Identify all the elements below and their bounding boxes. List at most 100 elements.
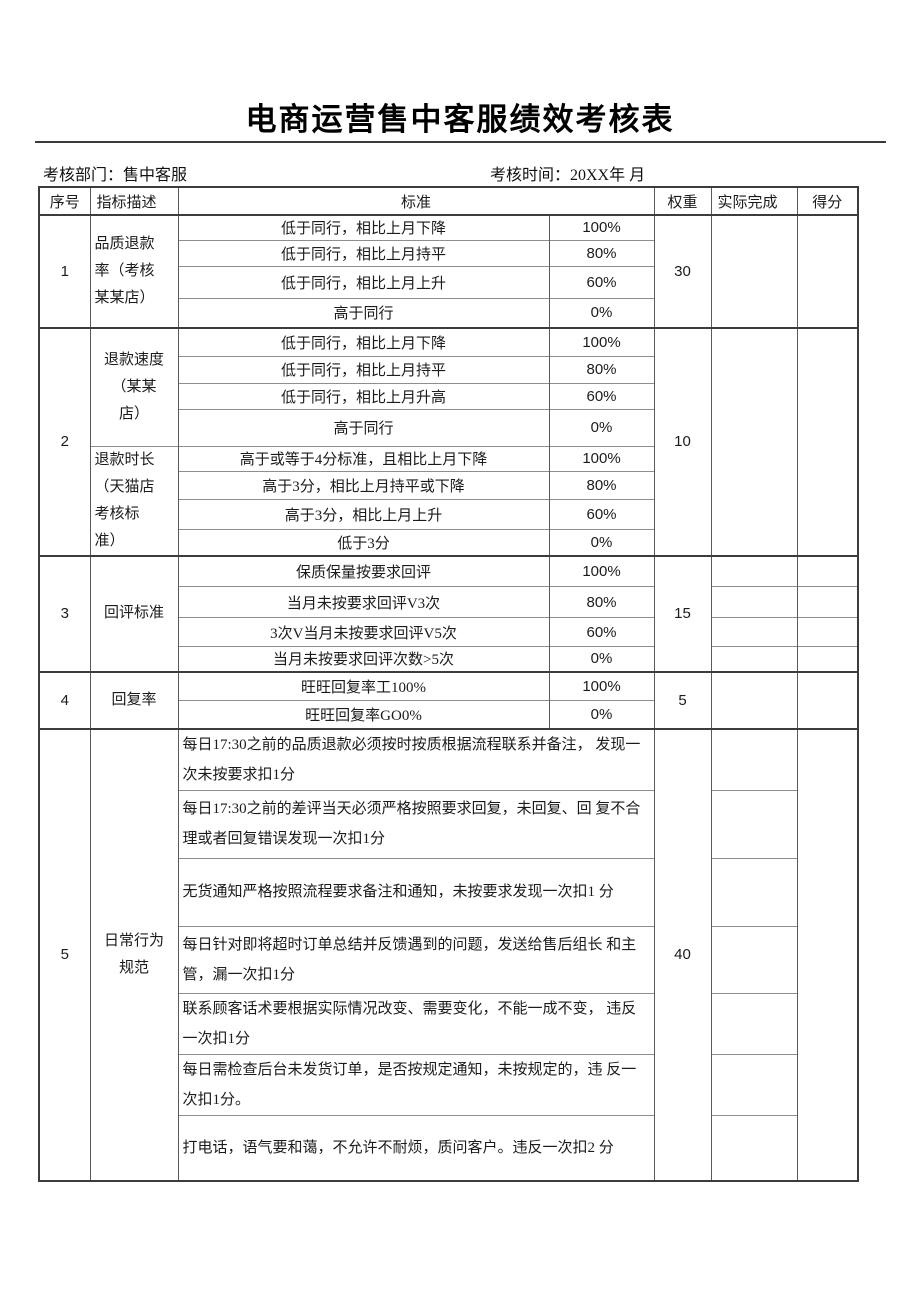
standard-cell: 低于同行，相比上月持平 (177, 239, 550, 266)
percent-cell: 80% (548, 239, 655, 266)
standard-cell: 低于同行，相比上月下降 (177, 327, 550, 356)
indicator-cell: 回评标准 (89, 554, 179, 672)
table-row: 每日针对即将超时订单总结并反馈遇到的问题，发送给售后组长 和主管，漏一次扣1分 (39, 925, 858, 993)
standard-cell: 当月未按要求回评次数>5次 (177, 646, 550, 672)
table-row: 低于同行，相比上月持平 80% (39, 355, 858, 383)
table-row: 3次V当月未按要求回评V5次 60% (39, 617, 859, 647)
standard-cell: 低于同行，相比上月下降 (177, 214, 550, 240)
actual-cell (710, 554, 798, 587)
standard-cell: 高于同行 (177, 408, 550, 446)
indicator-cell: 退款速度 （某某 店） (89, 327, 179, 446)
actual-cell (710, 1114, 798, 1181)
table-header-row: 序号 指标描述 标准 权重 实际完成 得分 (38, 187, 859, 215)
page-title: 电商运营售中客服绩效考核表 (245, 102, 675, 137)
percent-cell: 80% (548, 586, 655, 618)
index-cell: 2 (38, 327, 91, 556)
actual-cell (710, 327, 798, 556)
percent-cell: 80% (548, 355, 655, 383)
table-row: 高于3分，相比上月持平或下降 80% (39, 471, 858, 500)
standard-cell: 联系顾客话术要根据实际情况改变、需要变化，不能一成不变， 违反一次扣1分 (177, 992, 655, 1054)
actual-cell (710, 992, 798, 1054)
table-row: 每日需检查后台未发货订单，是否按规定通知，未按规定的，违 反一次扣1分。 (39, 1053, 858, 1115)
weight-cell: 10 (653, 327, 712, 556)
percent-cell: 100% (548, 670, 655, 701)
indicator-cell: 日常行为 规范 (89, 727, 179, 1181)
standard-cell: 旺旺回复率工100% (177, 670, 550, 701)
table-row: 每日17:30之前的差评当天必须严格按照要求回复，未回复、回 复不合理或者回复错… (39, 789, 858, 858)
actual-cell (710, 670, 798, 729)
percent-cell: 100% (548, 214, 655, 240)
score-cell (796, 646, 859, 672)
standard-cell: 保质保量按要求回评 (177, 554, 550, 587)
standard-cell: 高于3分，相比上月上升 (177, 498, 550, 530)
weight-cell: 5 (653, 670, 712, 729)
percent-cell: 100% (548, 327, 655, 356)
standard-cell: 每日针对即将超时订单总结并反馈遇到的问题，发送给售后组长 和主管，漏一次扣1分 (177, 925, 655, 993)
header-weight: 权重 (653, 187, 712, 215)
header-standard: 标准 (177, 187, 655, 215)
indicator-cell: 回复率 (89, 670, 179, 729)
table-row: 当月未按要求回评次数>5次 0% (39, 646, 859, 672)
table-row: 3 回评标准 保质保量按要求回评 100% 15 (38, 554, 859, 672)
standard-cell: 3次V当月未按要求回评V5次 (177, 617, 550, 647)
indicator-cell: 品质退款 率（考核 某某店） (89, 214, 179, 328)
title-underline (35, 141, 886, 143)
table-row: 退款时长 （天猫店 考核标 准） 高于或等于4分标准，且相比上月下降 100% (39, 445, 858, 556)
table-row: 低于同行，相比上月持平 80% (39, 239, 858, 266)
score-cell (796, 586, 859, 618)
table-row: 无货通知严格按照流程要求备注和通知，未按要求发现一次扣1 分 (39, 857, 858, 926)
actual-cell (710, 646, 798, 672)
standard-cell: 旺旺回复率GO0% (177, 700, 550, 729)
standard-cell: 每日17:30之前的品质退款必须按时按质根据流程联系并备注， 发现一次未按要求扣… (177, 727, 655, 790)
table-row: 2 退款速度 （某某 店） 低于同行，相比上月下降 100% 10 (38, 327, 859, 556)
percent-cell: 0% (548, 297, 655, 328)
index-cell: 1 (38, 214, 91, 328)
header-indicator: 指标描述 (89, 187, 179, 215)
actual-cell (710, 925, 798, 993)
actual-cell (710, 586, 798, 618)
percent-cell: 100% (548, 554, 655, 587)
table-row: 高于同行 0% (39, 408, 858, 446)
department-label: 考核部门：售中客服 (43, 167, 188, 184)
standard-cell: 无货通知严格按照流程要求备注和通知，未按要求发现一次扣1 分 (177, 857, 655, 926)
percent-cell: 0% (548, 646, 655, 672)
kpi-table: 序号 指标描述 标准 权重 实际完成 得分 1 品质退款 率（考核 某某店） 低… (38, 186, 860, 1182)
indicator-cell: 退款时长 （天猫店 考核标 准） (89, 445, 179, 556)
standard-cell: 高于同行 (177, 297, 550, 328)
score-cell (796, 554, 859, 587)
table-row: 当月未按要求回评V3次 80% (39, 586, 859, 618)
table-row: 旺旺回复率GO0% 0% (39, 700, 858, 729)
actual-cell (710, 1053, 798, 1115)
score-cell (796, 327, 859, 556)
actual-cell (710, 617, 798, 647)
actual-cell (710, 857, 798, 926)
score-cell (796, 670, 859, 729)
score-cell (796, 617, 859, 647)
standard-cell: 高于或等于4分标准，且相比上月下降 (177, 445, 550, 472)
score-cell (796, 214, 859, 328)
standard-cell: 每日需检查后台未发货订单，是否按规定通知，未按规定的，违 反一次扣1分。 (177, 1053, 655, 1115)
actual-cell (710, 789, 798, 858)
score-cell (796, 727, 859, 1181)
standard-cell: 高于3分，相比上月持平或下降 (177, 471, 550, 500)
standard-cell: 打电话，语气要和蔼，不允许不耐烦，质问客户。违反一次扣2 分 (177, 1114, 655, 1181)
weight-cell: 30 (653, 214, 712, 328)
table-row: 低于同行，相比上月上升 60% (39, 265, 858, 298)
percent-cell: 80% (548, 471, 655, 500)
table-row: 联系顾客话术要根据实际情况改变、需要变化，不能一成不变， 违反一次扣1分 (39, 992, 858, 1054)
table-row: 打电话，语气要和蔼，不允许不耐烦，质问客户。违反一次扣2 分 (39, 1114, 858, 1181)
standard-cell: 低于3分 (177, 529, 550, 556)
assessment-time-label: 考核时间：20XX年 月 (490, 167, 646, 184)
header-score: 得分 (796, 187, 859, 215)
weight-cell: 40 (653, 727, 712, 1181)
table-row: 1 品质退款 率（考核 某某店） 低于同行，相比上月下降 100% 30 (38, 214, 859, 328)
percent-cell: 100% (548, 445, 655, 472)
percent-cell: 0% (548, 529, 655, 556)
table-row: 高于3分，相比上月上升 60% (39, 498, 858, 530)
percent-cell: 60% (548, 617, 655, 647)
table-row: 低于同行，相比上月升高 60% (39, 382, 858, 409)
table-row: 5 日常行为 规范 每日17:30之前的品质退款必须按时按质根据流程联系并备注，… (38, 727, 859, 1181)
percent-cell: 60% (548, 498, 655, 530)
standard-cell: 低于同行，相比上月升高 (177, 382, 550, 409)
